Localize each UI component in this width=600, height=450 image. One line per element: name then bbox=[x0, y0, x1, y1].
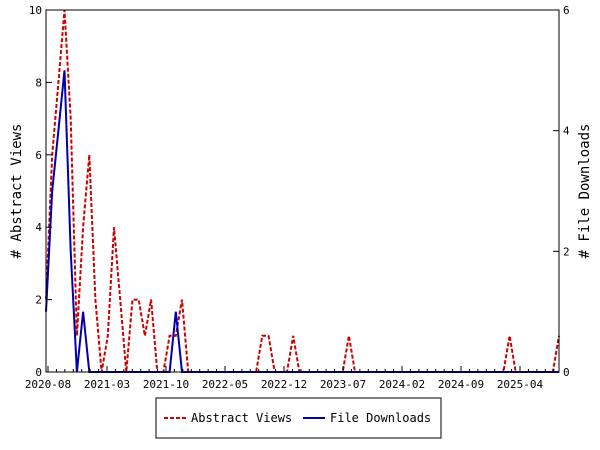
y-axis-left-title: # Abstract Views bbox=[9, 124, 25, 259]
y-right-tick-label: 0 bbox=[563, 366, 570, 379]
y-left-tick-label: 10 bbox=[29, 4, 42, 17]
x-tick-label: 2025-04 bbox=[497, 378, 544, 391]
y-left-tick-label: 6 bbox=[35, 149, 42, 162]
y-axis-right: 0 2 4 6 bbox=[553, 4, 570, 379]
y-right-tick-label: 6 bbox=[563, 4, 570, 17]
y-right-tick-label: 2 bbox=[563, 245, 570, 258]
y-axis-left: 0 2 4 6 8 10 bbox=[29, 4, 52, 379]
x-tick-label: 2022-05 bbox=[202, 378, 248, 391]
y-left-tick-label: 0 bbox=[35, 366, 42, 379]
x-tick-label: 2021-03 bbox=[84, 378, 130, 391]
legend: Abstract Views File Downloads bbox=[155, 397, 442, 439]
legend-box bbox=[155, 397, 442, 439]
plot-frame bbox=[45, 9, 560, 373]
legend-label-file-downloads: File Downloads bbox=[330, 411, 431, 425]
x-tick-label: 2023-07 bbox=[320, 378, 366, 391]
x-tick-label: 2024-02 bbox=[379, 378, 425, 391]
x-tick-label: 2020-08 bbox=[25, 378, 71, 391]
y-left-tick-label: 4 bbox=[35, 221, 42, 234]
y-right-tick-label: 4 bbox=[563, 125, 570, 138]
x-tick-label: 2021-10 bbox=[143, 378, 189, 391]
x-tick-label: 2022-12 bbox=[261, 378, 307, 391]
x-tick-label: 2024-09 bbox=[438, 378, 484, 391]
legend-label-abstract-views: Abstract Views bbox=[191, 411, 292, 425]
y-left-tick-label: 8 bbox=[35, 76, 42, 89]
y-axis-right-title: # File Downloads bbox=[577, 124, 593, 259]
y-left-tick-label: 2 bbox=[35, 294, 42, 307]
x-axis: 2020-08 2021-03 2021-10 2022-05 2022-12 2023-… bbox=[25, 366, 555, 391]
